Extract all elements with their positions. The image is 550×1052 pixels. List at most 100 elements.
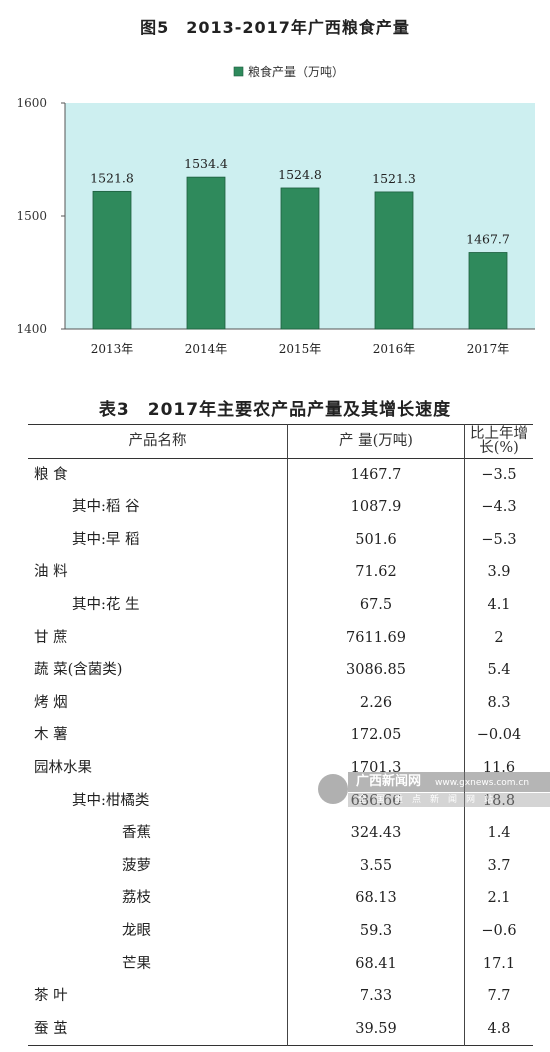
- cell-output: 686.66: [287, 784, 465, 818]
- cell-product-name: 其中:花 生: [72, 597, 140, 614]
- table-header-row: 产品名称 产 量(万吨) 比上年增长(%): [28, 424, 533, 459]
- y-tick-label: 1600: [16, 96, 47, 110]
- table-body: 粮 食 1467.7 −3.5 其中:稻 谷 1087.9 −4.3 其中:早 稻 501.6…: [28, 458, 533, 1046]
- header-growth: 比上年增长(%): [464, 424, 533, 459]
- cell-output: 1087.9: [287, 491, 465, 524]
- cell-output: 501.6: [287, 523, 465, 557]
- table-row: 其中:早 稻 501.6 −5.3: [28, 523, 533, 557]
- cell-growth: 17.1: [464, 947, 533, 981]
- bar-chart: 1400 1500 1600 粮食产量（万吨） 1521.8 2013年 1534.4 201…: [16, 64, 535, 356]
- table-row: 其中:柑橘类 686.66 18.8: [28, 784, 533, 818]
- cell-output: 7.33: [287, 980, 465, 1013]
- cell-output: 59.3: [287, 914, 465, 948]
- bar-value-label: 1534.4: [184, 156, 228, 171]
- cell-product-name: 木 薯: [34, 727, 68, 744]
- table-row: 烤 烟 2.26 8.3: [28, 686, 533, 720]
- cell-growth: 5.4: [464, 654, 533, 687]
- bar: [468, 252, 508, 330]
- cell-output: 3.55: [287, 849, 465, 883]
- cell-growth: −0.6: [464, 914, 533, 948]
- cell-growth: −5.3: [464, 523, 533, 557]
- cell-output: 1701.3: [287, 751, 465, 785]
- bar: [374, 191, 414, 330]
- table-row: 茶 叶 7.33 7.7: [28, 980, 533, 1013]
- cell-product-name: 其中:柑橘类: [72, 792, 150, 809]
- x-tick-label: 2015年: [279, 342, 322, 356]
- table-row: 蔬 菜(含菌类) 3086.85 5.4: [28, 654, 533, 687]
- cell-product-name: 茶 叶: [34, 988, 68, 1005]
- cell-product-name: 油 料: [34, 564, 68, 581]
- table-row: 香蕉 324.43 1.4: [28, 817, 533, 850]
- bar-value-label: 1524.8: [278, 167, 322, 182]
- table-row: 其中:花 生 67.5 4.1: [28, 588, 533, 622]
- table-row: 木 薯 172.05 −0.04: [28, 719, 533, 752]
- cell-output: 7611.69: [287, 621, 465, 655]
- cell-output: 172.05: [287, 719, 465, 752]
- cell-product-name: 蚕 茧: [34, 1020, 68, 1037]
- cell-product-name: 荔枝: [122, 890, 151, 907]
- bar-value-label: 1467.7: [466, 231, 510, 246]
- bar: [92, 190, 132, 330]
- x-tick-label: 2013年: [91, 342, 134, 356]
- cell-product-name: 其中:稻 谷: [72, 499, 140, 516]
- header-product-name: 产品名称: [128, 433, 187, 450]
- cell-output: 3086.85: [287, 654, 465, 687]
- cell-growth: −0.04: [464, 719, 533, 752]
- bar-value-label: 1521.8: [90, 170, 134, 185]
- figure-title: 图5 2013-2017年广西粮食产量: [140, 18, 410, 37]
- cell-growth: 4.1: [464, 588, 533, 622]
- cell-output: 2.26: [287, 686, 465, 720]
- cell-growth: 1.4: [464, 817, 533, 850]
- table-row: 油 料 71.62 3.9: [28, 556, 533, 589]
- table-row: 荔枝 68.13 2.1: [28, 882, 533, 915]
- cell-growth: 2.1: [464, 882, 533, 915]
- table-row: 龙眼 59.3 −0.6: [28, 914, 533, 948]
- cell-growth: 8.3: [464, 686, 533, 720]
- x-tick-label: 2014年: [185, 342, 228, 356]
- cell-product-name: 甘 蔗: [34, 629, 68, 646]
- cell-growth: 4.8: [464, 1012, 533, 1046]
- cell-growth: −3.5: [464, 458, 533, 492]
- cell-product-name: 龙眼: [122, 922, 151, 939]
- cell-product-name: 芒果: [122, 955, 151, 972]
- table-row: 蚕 茧 39.59 4.8: [28, 1012, 533, 1046]
- production-table: 产品名称 产 量(万吨) 比上年增长(%) 粮 食 1467.7 −3.5 其中:稻 …: [28, 424, 533, 1046]
- bar: [280, 187, 320, 330]
- cell-product-name: 其中:早 稻: [72, 531, 140, 548]
- table-row: 芒果 68.41 17.1: [28, 947, 533, 981]
- cell-product-name: 园林水果: [34, 759, 92, 776]
- x-tick-label: 2017年: [467, 342, 510, 356]
- cell-growth: 7.7: [464, 980, 533, 1013]
- table-title: 表3 2017年主要农产品产量及其增长速度: [98, 400, 452, 420]
- table-row: 其中:稻 谷 1087.9 −4.3: [28, 491, 533, 524]
- cell-product-name: 菠萝: [122, 857, 151, 874]
- x-tick-label: 2016年: [373, 342, 416, 356]
- cell-product-name: 蔬 菜(含菌类): [34, 662, 123, 679]
- cell-growth: 2: [464, 621, 533, 655]
- cell-output: 68.13: [287, 882, 465, 915]
- y-tick-label: 1400: [16, 322, 47, 336]
- legend-swatch: [233, 66, 244, 77]
- header-output: 产 量(万吨): [287, 424, 465, 459]
- cell-product-name: 烤 烟: [34, 694, 68, 711]
- table-row: 甘 蔗 7611.69 2: [28, 621, 533, 655]
- cell-growth: −4.3: [464, 491, 533, 524]
- cell-output: 67.5: [287, 588, 465, 622]
- table-row: 粮 食 1467.7 −3.5: [28, 458, 533, 492]
- cell-growth: 18.8: [464, 784, 533, 818]
- table-row: 菠萝 3.55 3.7: [28, 849, 533, 883]
- cell-product-name: 粮 食: [34, 466, 68, 483]
- bar-value-label: 1521.3: [372, 171, 416, 186]
- table-row: 园林水果 1701.3 11.6: [28, 751, 533, 785]
- cell-growth: 3.9: [464, 556, 533, 589]
- cell-product-name: 香蕉: [122, 825, 151, 842]
- cell-output: 68.41: [287, 947, 465, 981]
- legend-label: 粮食产量（万吨）: [248, 64, 344, 79]
- cell-output: 71.62: [287, 556, 465, 589]
- y-tick-label: 1500: [16, 209, 47, 223]
- cell-output: 1467.7: [287, 458, 465, 492]
- cell-growth: 11.6: [464, 751, 533, 785]
- cell-output: 324.43: [287, 817, 465, 850]
- cell-output: 39.59: [287, 1012, 465, 1046]
- cell-growth: 3.7: [464, 849, 533, 883]
